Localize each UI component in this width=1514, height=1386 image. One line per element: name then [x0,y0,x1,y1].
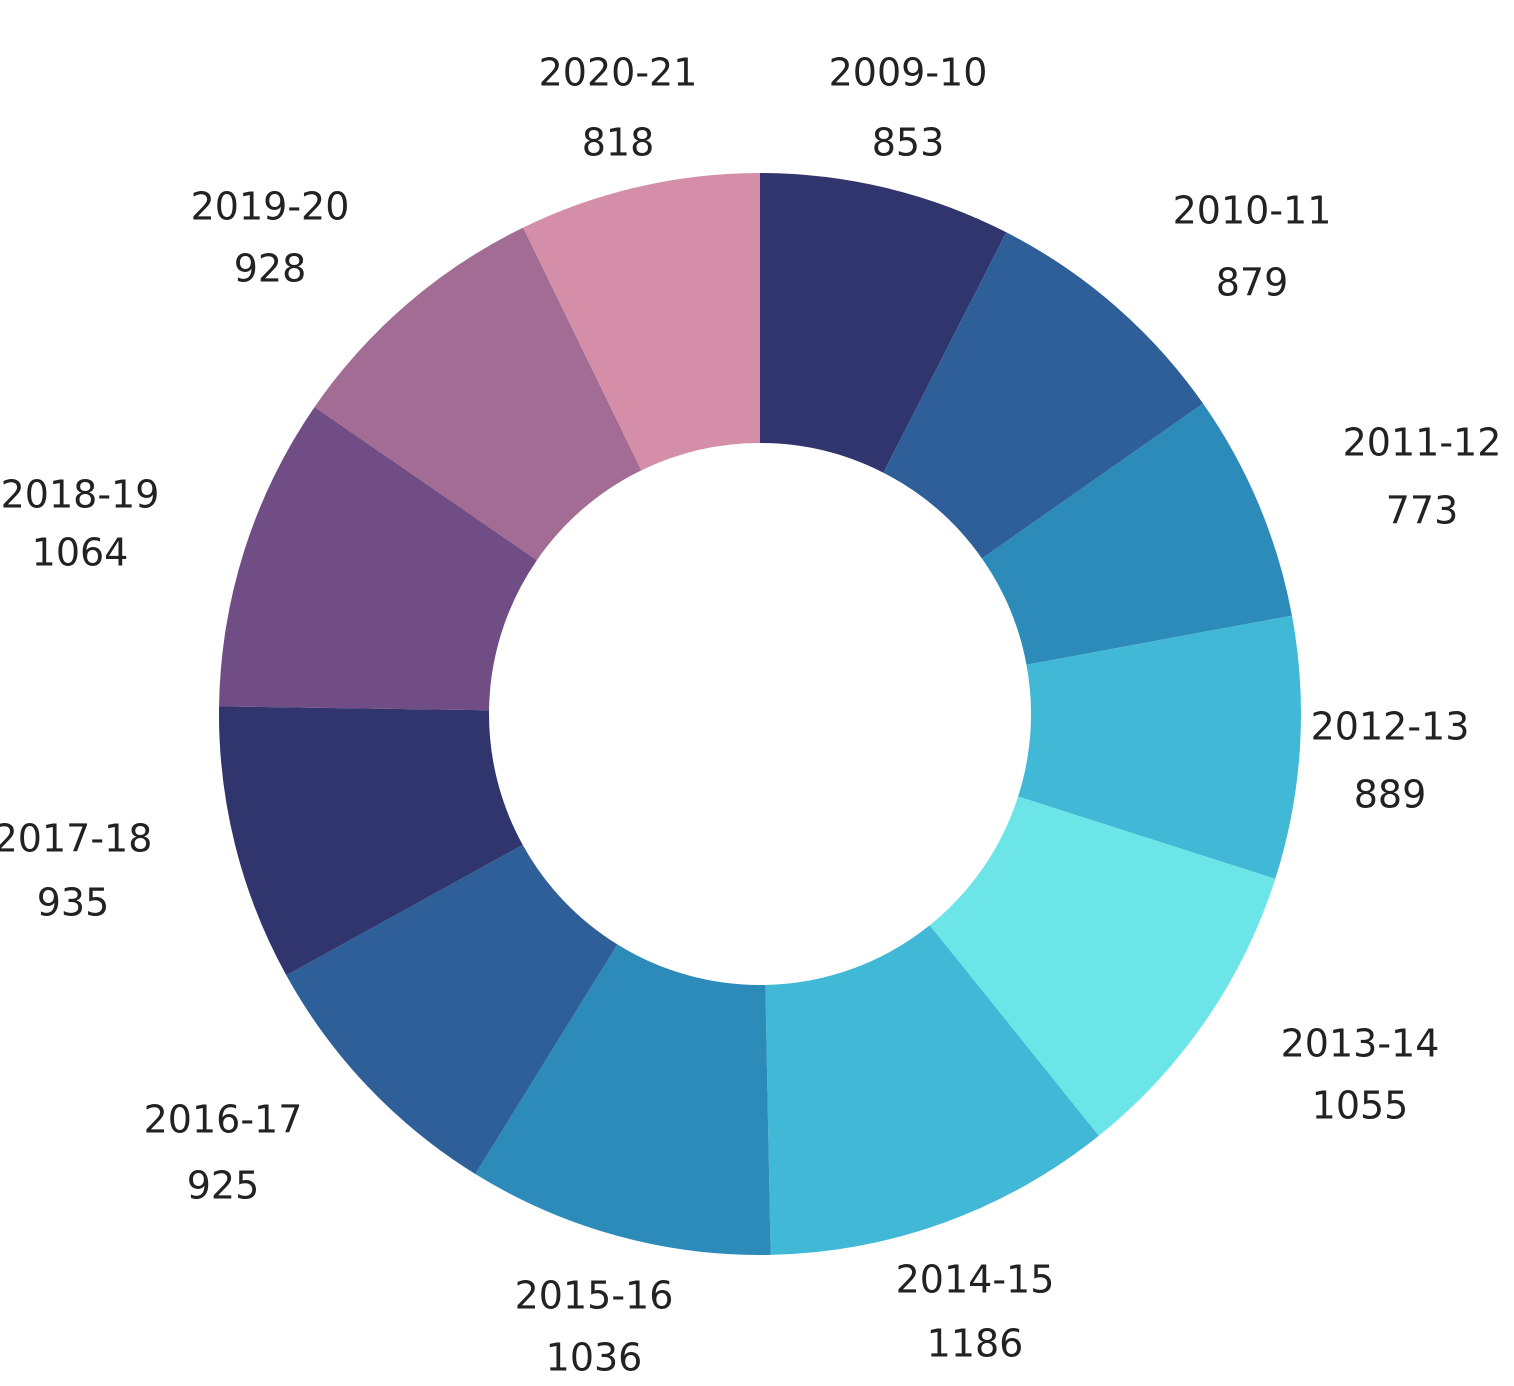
slice-value-label: 1064 [32,531,129,575]
slice-2015-16 [475,944,771,1256]
slice-category-label: 2013-14 [1281,1022,1440,1066]
donut-slices [218,173,1301,1256]
slice-value-label: 1036 [546,1336,643,1380]
slice-category-label: 2010-11 [1173,189,1332,233]
slice-category-label: 2020-21 [539,51,698,95]
slice-2011-12 [981,403,1292,665]
slice-2010-11 [883,232,1204,559]
slice-category-label: 2011-12 [1343,421,1502,465]
slice-2014-15 [765,925,1099,1255]
slice-category-label: 2016-17 [144,1098,303,1142]
slice-category-label: 2017-18 [0,817,152,861]
slice-2009-10 [760,173,1007,473]
slice-value-label: 1186 [927,1322,1024,1366]
slice-2013-14 [929,796,1276,1136]
slice-category-label: 2018-19 [1,473,160,517]
slice-category-label: 2009-10 [829,51,988,95]
slice-2018-19 [219,406,537,711]
slice-value-label: 935 [37,881,110,925]
slice-value-label: 818 [582,121,655,165]
slice-value-label: 773 [1386,489,1459,533]
slice-2012-13 [1018,615,1301,879]
slice-category-label: 2012-13 [1311,705,1470,749]
slice-category-label: 2015-16 [515,1274,674,1318]
slice-category-label: 2019-20 [191,185,350,229]
slice-2017-18 [218,706,523,976]
slice-value-label: 879 [1216,261,1289,305]
slice-value-label: 928 [234,247,307,291]
slice-value-label: 925 [187,1164,260,1208]
slice-2016-17 [286,844,618,1174]
slice-labels: 2009-10 853 2010-11 879 2011-12 773 2012-13 889… [0,51,1501,1380]
slice-value-label: 1055 [1312,1084,1409,1128]
slice-2020-21 [523,173,760,471]
slice-value-label: 853 [872,121,945,165]
slice-category-label: 2014-15 [896,1258,1055,1302]
slice-2019-20 [314,227,642,561]
slice-value-label: 889 [1354,773,1427,817]
